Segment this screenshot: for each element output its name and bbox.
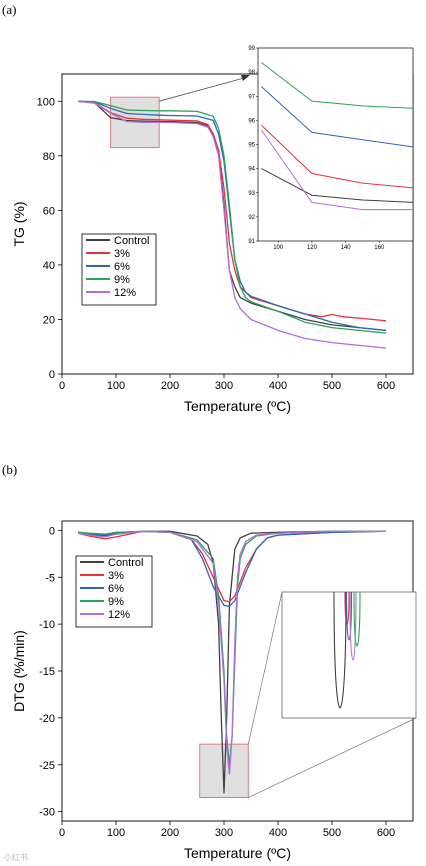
tg-legend-label: 6% — [114, 261, 130, 273]
tg-y-tick-label: 60 — [43, 205, 55, 217]
tg-inset-series-line-control — [261, 168, 413, 203]
tg-y-axis-title: TG (%) — [11, 201, 27, 246]
dtg-y-tick-label: 0 — [49, 525, 55, 537]
dtg-y-tick-label: -20 — [39, 713, 55, 725]
tg-inset-x-tick-label: 100 — [273, 245, 284, 251]
tg-legend-box — [81, 233, 157, 306]
tg-inset-y-tick-label: 95 — [248, 143, 255, 149]
tg-inset-y-tick-label: 96 — [248, 118, 255, 124]
tg-chart: 0 100 200 300 400 500 600 0 20 40 60 80 100 Temperatu… — [11, 46, 414, 414]
tg-inset-y-tick-label: 91 — [248, 239, 255, 245]
dtg-x-tick-label: 0 — [59, 827, 65, 839]
dtg-legend-label: 12% — [108, 609, 130, 621]
tg-x-tick-label: 500 — [323, 380, 341, 392]
tg-inset-series-line-6pct — [261, 86, 413, 148]
tg-inset-y-tick-label: 93 — [248, 191, 255, 197]
tg-series-line-3pct — [78, 100, 387, 322]
dtg-inset-peak-12pct — [349, 591, 357, 661]
tg-x-tick-label: 300 — [215, 380, 233, 392]
tg-zoom-arrow-line — [159, 77, 245, 102]
panel-a-label: (a) — [2, 2, 16, 17]
dtg-legend-label: Control — [108, 557, 143, 569]
dtg-x-tick-label: 100 — [107, 827, 125, 839]
tg-inset-x-tick-label: 160 — [374, 245, 385, 251]
tg-legend-label: 9% — [114, 274, 130, 286]
dtg-legend-label: 6% — [108, 583, 124, 595]
dtg-x-tick-label: 600 — [377, 827, 395, 839]
dtg-y-tick-label: -10 — [39, 619, 55, 631]
tg-zoom-arrow-head — [241, 75, 250, 81]
dtg-x-axis-title: Temperature (ºC) — [184, 845, 291, 861]
tg-y-tick-label: 20 — [43, 314, 55, 326]
dtg-inset-peak-6pct — [345, 591, 353, 641]
tg-inset-series-line-3pct — [261, 124, 413, 189]
tg-inset-x-tick-label: 140 — [341, 245, 352, 251]
dtg-y-tick-label: -15 — [39, 666, 55, 678]
tg-inset-y-tick-label: 98 — [248, 70, 255, 76]
dtg-inset — [281, 591, 417, 719]
tg-inset: 100 120 140 160 91 92 93 94 95 96 97 98 99 — [248, 46, 414, 251]
dtg-inset-peak-9pct — [353, 591, 361, 647]
dtg-series-line-12pct — [78, 530, 386, 775]
tg-y-tick-label: 80 — [43, 151, 55, 163]
tg-y-tick-label: 40 — [43, 260, 55, 272]
tg-inset-series-line-9pct — [261, 62, 413, 109]
tg-x-tick-label: 400 — [269, 380, 287, 392]
dtg-y-tick-label: -25 — [39, 760, 55, 772]
dtg-legend-box — [75, 555, 153, 628]
tg-legend-label: 3% — [114, 248, 130, 260]
tg-legend-label: 12% — [114, 287, 136, 299]
tg-y-tick-label: 0 — [49, 369, 55, 381]
dtg-zoom-connector-bottom — [248, 717, 417, 798]
tg-x-tick-label: 600 — [377, 380, 395, 392]
dtg-legend-label: 9% — [108, 596, 124, 608]
tg-inset-series-line-12pct — [260, 129, 413, 211]
tg-inset-x-tick-label: 120 — [307, 245, 318, 251]
dtg-x-tick-label: 300 — [215, 827, 233, 839]
tg-series-line-9pct — [78, 100, 387, 334]
tg-x-tick-label: 0 — [59, 380, 65, 392]
tg-inset-y-tick-label: 94 — [248, 167, 255, 173]
dtg-x-tick-label: 400 — [269, 827, 287, 839]
dtg-chart: 0 100 200 300 400 500 600 0 -5 -10 -15 -20 -25 -30 Tem… — [11, 520, 417, 861]
dtg-x-tick-label: 500 — [323, 827, 341, 839]
dtg-y-tick-label: -30 — [39, 807, 55, 819]
panel-b-label: (b) — [2, 462, 17, 477]
watermark: 小红书 — [4, 852, 28, 862]
tg-series-line-12pct — [78, 100, 387, 349]
tg-x-axis-title: Temperature (ºC) — [184, 398, 291, 414]
tg-x-tick-label: 200 — [161, 380, 179, 392]
dtg-x-tick-label: 200 — [161, 827, 179, 839]
tg-y-tick-label: 100 — [37, 96, 55, 108]
dtg-legend-label: 3% — [108, 570, 124, 582]
tg-x-tick-label: 100 — [107, 380, 125, 392]
dtg-inset-peak-control — [333, 591, 347, 709]
dtg-zoom-connector-top — [247, 591, 283, 745]
tg-inset-y-tick-label: 92 — [248, 215, 255, 221]
tg-inset-y-tick-label: 97 — [248, 94, 255, 100]
tg-legend-label: Control — [114, 235, 149, 247]
dtg-y-axis-title: DTG (%/min) — [11, 630, 27, 712]
dtg-y-tick-label: -5 — [45, 572, 55, 584]
tg-inset-y-tick-label: 99 — [248, 46, 255, 52]
